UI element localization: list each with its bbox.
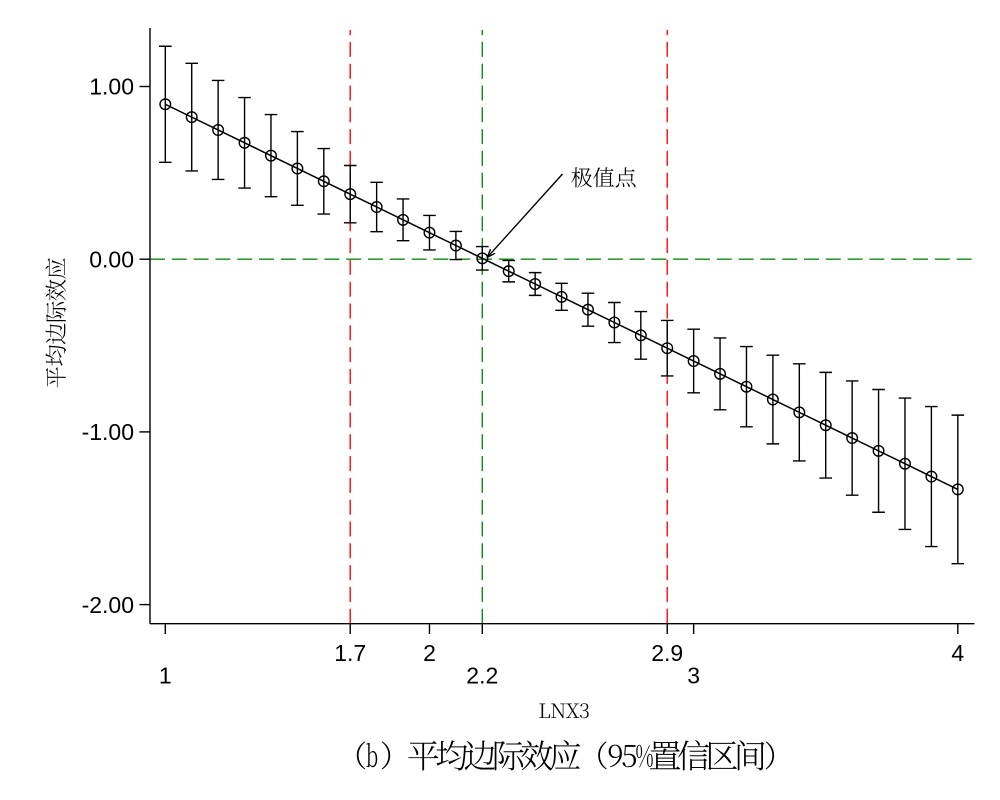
svg-text:3: 3: [687, 663, 700, 689]
svg-text:4: 4: [951, 640, 964, 666]
svg-text:1: 1: [159, 663, 172, 689]
svg-text:-1.00: -1.00: [82, 419, 134, 445]
svg-text:2.9: 2.9: [651, 640, 683, 666]
svg-text:1.00: 1.00: [89, 74, 134, 100]
svg-text:0.00: 0.00: [89, 246, 134, 272]
svg-text:2: 2: [423, 640, 436, 666]
svg-text:-2.00: -2.00: [82, 592, 134, 618]
svg-text:2.2: 2.2: [466, 663, 498, 689]
svg-text:1.7: 1.7: [334, 640, 366, 666]
